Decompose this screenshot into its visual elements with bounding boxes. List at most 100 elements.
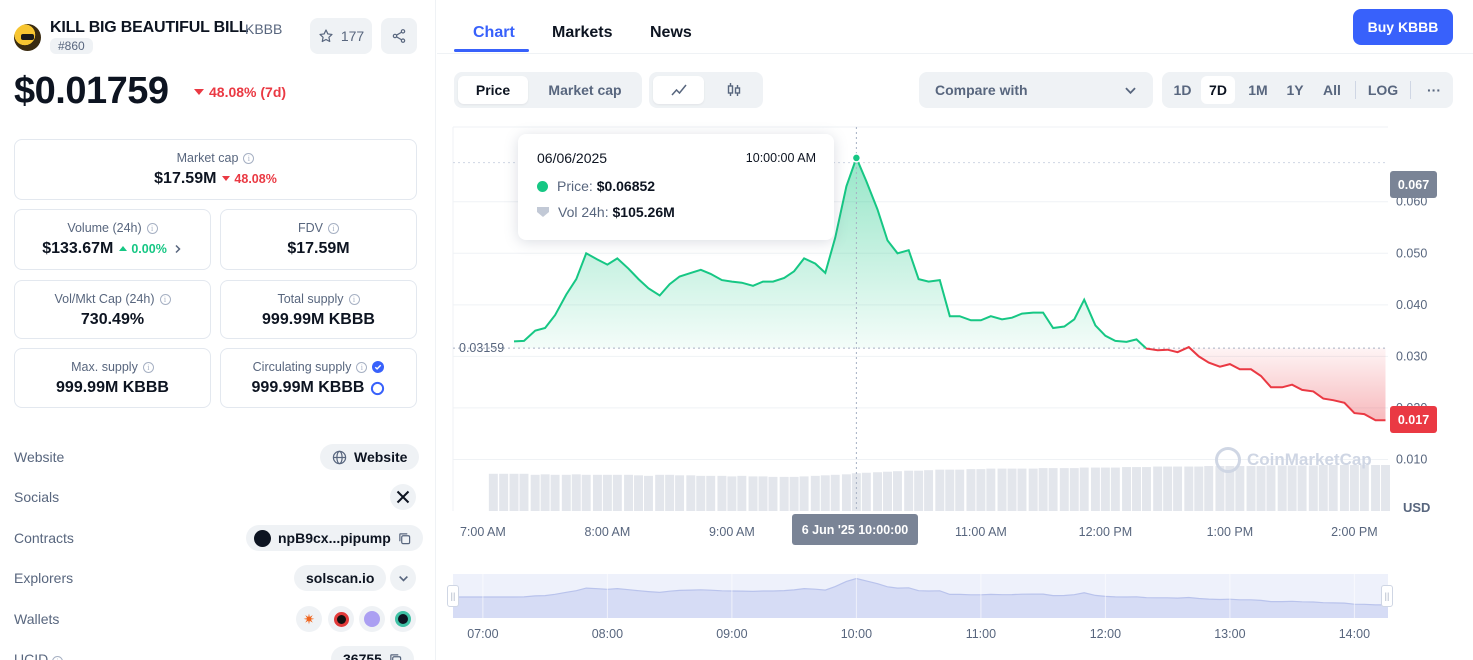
fdv-label: FDV: [298, 221, 323, 235]
circulating-supply-value: 999.99M KBBB: [251, 379, 365, 396]
website-link[interactable]: Website: [320, 444, 420, 470]
volume-bar: [1256, 466, 1266, 511]
volume-bar: [986, 468, 996, 511]
volume-bar: [1266, 465, 1276, 511]
log-toggle[interactable]: LOG: [1367, 82, 1399, 98]
tab-chart[interactable]: Chart: [473, 24, 515, 41]
volume-bar: [602, 474, 612, 511]
x-social-button[interactable]: [390, 484, 416, 510]
navigator-left-handle[interactable]: ||: [447, 585, 459, 607]
more-options-button[interactable]: ···: [1427, 82, 1441, 98]
rank-badge: #860: [50, 38, 93, 54]
total-supply-box: Total supply i 999.99M KBBB: [220, 280, 417, 339]
volume-bar: [561, 474, 571, 511]
volume-bar: [904, 470, 914, 511]
watchlist-button[interactable]: 177: [310, 18, 372, 54]
volume-bar: [914, 470, 924, 511]
tab-news[interactable]: News: [650, 24, 692, 41]
tooltip-volume-row: Vol 24h: $105.26M: [537, 204, 675, 220]
volume-bar: [820, 475, 830, 511]
volume-bar: [976, 469, 986, 511]
compare-with-dropdown[interactable]: Compare with: [919, 72, 1153, 108]
contract-address[interactable]: npB9cx...pipump: [246, 525, 423, 551]
volume-bar: [935, 469, 945, 511]
price-mcap-toggle: Price Market cap: [454, 72, 642, 108]
volume-bar: [1038, 468, 1048, 511]
price-chart[interactable]: 0.0100.0200.0300.0400.0500.0600.03159USD…: [437, 110, 1473, 660]
tooltip-price-row: Price: $0.06852: [537, 178, 655, 194]
candlestick-button[interactable]: [708, 76, 759, 104]
tooltip-time: 10:00:00 AM: [745, 151, 816, 165]
navigator-tick-label: 14:00: [1339, 627, 1370, 641]
market-cap-box: Market cap i $17.59M 48.08%: [14, 139, 417, 200]
copy-icon[interactable]: [389, 653, 402, 660]
star-icon: [319, 29, 333, 43]
navigator-right-handle[interactable]: ||: [1381, 585, 1393, 607]
buy-button[interactable]: Buy KBBB: [1353, 9, 1453, 45]
navigator-tick-label: 08:00: [592, 627, 623, 641]
info-icon[interactable]: i: [348, 293, 360, 305]
volume-bar: [883, 471, 892, 511]
volume-bar: [789, 476, 799, 511]
range-7d[interactable]: 7D: [1201, 76, 1235, 104]
range-divider: [1355, 81, 1356, 99]
volume-bar: [1339, 465, 1349, 511]
wallet-item[interactable]: ✷: [296, 606, 322, 632]
vol-mkt-cap-label: Vol/Mkt Cap (24h): [54, 292, 155, 306]
volume-bar: [841, 474, 851, 511]
range-all[interactable]: All: [1323, 82, 1341, 98]
info-icon[interactable]: i: [356, 361, 368, 373]
line-chart-button[interactable]: [653, 76, 704, 104]
ucid-value[interactable]: 36755: [331, 646, 414, 660]
wallet-item[interactable]: [359, 606, 385, 632]
share-button[interactable]: [381, 18, 417, 54]
info-icon[interactable]: i: [52, 656, 64, 660]
wallet-item[interactable]: [328, 606, 354, 632]
price-toggle[interactable]: Price: [458, 76, 528, 104]
wallet-swirl-icon: [395, 611, 411, 627]
explorers-label: Explorers: [14, 570, 74, 586]
info-icon[interactable]: i: [328, 222, 339, 234]
current-price-tag: 0.017: [1390, 406, 1437, 433]
volume-bar: [1318, 465, 1328, 511]
copy-icon[interactable]: [398, 532, 411, 545]
volume-icon: [537, 207, 549, 217]
volume-bar: [1371, 465, 1381, 511]
volume-bar: [810, 475, 820, 511]
volume-box[interactable]: Volume (24h) i $133.67M 0.00%: [14, 209, 211, 270]
y-tick-label: 0.010: [1396, 452, 1427, 466]
circulating-supply-label: Circulating supply: [252, 360, 352, 374]
info-icon[interactable]: i: [243, 152, 255, 164]
wallet-sun-icon: ✷: [303, 610, 315, 627]
info-icon[interactable]: i: [142, 361, 154, 373]
x-tick-label: 1:00 PM: [1207, 525, 1254, 539]
volume-bar: [686, 475, 696, 511]
wallet-item[interactable]: [390, 606, 416, 632]
crosshair-time-tag: 6 Jun '25 10:00:00: [792, 514, 918, 545]
info-icon[interactable]: i: [159, 293, 171, 305]
tooltip-date: 06/06/2025: [537, 150, 608, 166]
volume-bar: [1184, 466, 1194, 511]
volume-bar: [675, 475, 685, 511]
y-tick-label: 0.060: [1396, 195, 1427, 209]
volume-bar: [612, 474, 622, 511]
explorers-dropdown[interactable]: [390, 565, 416, 591]
fdv-box: FDV i $17.59M: [220, 209, 417, 270]
top-tabs: Chart Markets News Buy KBBB: [437, 0, 1473, 54]
chevron-down-icon: [398, 575, 408, 582]
x-tick-label: 2:00 PM: [1331, 525, 1378, 539]
market-cap-change: 48.08%: [222, 172, 277, 186]
volume-value: $133.67M: [42, 240, 114, 257]
volume-bar: [1349, 465, 1359, 511]
range-1y[interactable]: 1Y: [1286, 82, 1304, 98]
explorer-link[interactable]: solscan.io: [294, 565, 387, 591]
tab-markets[interactable]: Markets: [552, 24, 613, 41]
market-cap-toggle[interactable]: Market cap: [548, 82, 622, 98]
ucid-label: UCID i: [14, 651, 64, 660]
volume-bar: [779, 476, 789, 511]
info-icon[interactable]: i: [146, 222, 158, 234]
price-area-down: [1146, 347, 1386, 421]
volume-bar: [1359, 465, 1369, 511]
range-1m[interactable]: 1M: [1248, 82, 1268, 98]
range-1d[interactable]: 1D: [1173, 82, 1192, 98]
